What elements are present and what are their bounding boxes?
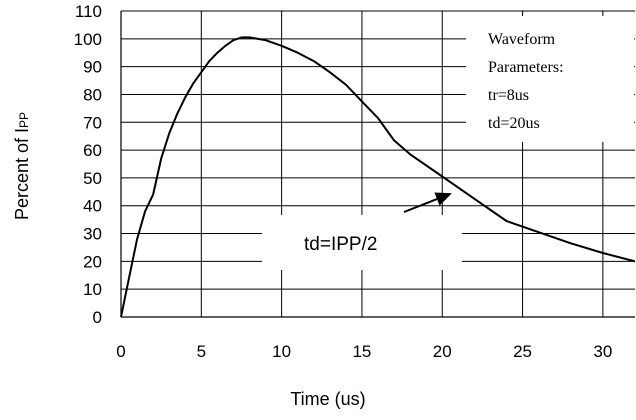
x-tick-label: 25 (513, 342, 532, 361)
y-tick-labels: 0 10 20 30 40 50 60 70 80 90 100 110 (74, 2, 102, 327)
x-tick-label: 10 (272, 342, 291, 361)
series-line (120, 36, 636, 318)
y-tick-label: 80 (83, 85, 102, 104)
annotation-arrow (403, 198, 438, 213)
x-tick-label: 30 (593, 342, 612, 361)
x-tick-label: 15 (352, 342, 371, 361)
y-tick-label: 0 (93, 308, 102, 327)
x-axis-title: Time (us) (290, 389, 365, 409)
legend-line-2: Parameters: (488, 59, 564, 76)
y-axis-title: Percent of IPP (12, 112, 32, 220)
annotation-text: td=IPP/2 (304, 234, 377, 255)
y-tick-label: 110 (75, 2, 102, 21)
legend-line-4: td=20us (488, 115, 540, 132)
x-tick-label: 0 (116, 342, 125, 361)
y-tick-label: 70 (83, 113, 102, 132)
y-tick-label: 100 (74, 30, 102, 49)
legend-box (466, 16, 634, 142)
y-axis-title-group: Percent of IPP (12, 112, 32, 220)
x-tick-label: 20 (433, 342, 452, 361)
y-tick-label: 50 (83, 169, 102, 188)
legend-line-1: Waveform (488, 31, 556, 48)
y-tick-label: 40 (83, 197, 102, 216)
y-tick-label: 60 (83, 141, 102, 160)
legend-line-3: tr=8us (488, 87, 529, 104)
y-tick-label: 10 (83, 280, 102, 299)
annotation-arrowhead (434, 192, 452, 206)
y-tick-label: 20 (83, 252, 102, 271)
annotation-box (262, 215, 462, 270)
x-tick-label: 5 (197, 342, 206, 361)
y-axis-title-subscript: PP (17, 112, 31, 128)
x-tick-labels: 0 5 10 15 20 25 30 (116, 342, 612, 361)
y-tick-label: 90 (83, 58, 102, 77)
y-axis-title-main: Percent of I (12, 128, 32, 220)
y-tick-label: 30 (83, 225, 102, 244)
